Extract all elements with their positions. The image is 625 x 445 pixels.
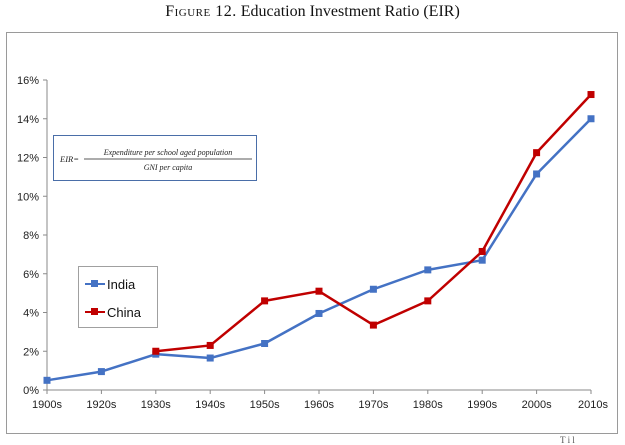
x-tick-label: 1950s [250, 399, 280, 411]
y-tick-label: 14% [17, 114, 39, 126]
data-point-china [261, 297, 269, 305]
x-tick-label: 1970s [358, 399, 388, 411]
legend-item-india: India [85, 276, 135, 292]
x-tick-label: 1940s [195, 399, 225, 411]
x-tick-label: 1930s [141, 399, 171, 411]
y-tick-label: 2% [23, 346, 39, 358]
data-point-india [587, 115, 595, 123]
y-tick-label: 0% [23, 385, 39, 397]
y-tick-label: 8% [23, 230, 39, 242]
x-tick-label: 1990s [467, 399, 497, 411]
y-axis: 0% 2% 4% 6% 8% 10% 12% 14% 16% [17, 75, 48, 397]
legend-label-china: China [107, 304, 141, 320]
x-tick-label: 1920s [86, 399, 116, 411]
data-point-india [533, 170, 541, 178]
data-point-india [261, 340, 269, 347]
x-tick-label: 2000s [522, 399, 552, 411]
legend-swatch-india [85, 278, 105, 290]
x-tick-label: 1900s [32, 399, 62, 411]
x-tick-label: 2010s [578, 399, 608, 411]
y-tick-label: 12% [17, 153, 39, 165]
data-point-china [533, 149, 541, 157]
x-axis: 1900s 1920s 1930s 1940s 1950s 1960s 1970s 1980s… [32, 389, 608, 411]
eir-formula-box: EIR= Expenditure per school aged populat… [53, 135, 257, 181]
data-point-india [369, 285, 377, 293]
legend-swatch-china [85, 306, 105, 318]
x-tick-label: 1960s [304, 399, 334, 411]
figure-title: Education Investment Ratio (EIR) [240, 3, 460, 20]
data-point-india [315, 309, 323, 317]
x-tick-label: 1980s [413, 399, 443, 411]
data-point-china [206, 341, 214, 349]
data-point-india [424, 266, 432, 274]
data-point-india [206, 354, 214, 362]
legend-item-china: China [85, 304, 141, 320]
y-tick-label: 16% [17, 75, 39, 87]
formula-denominator: GNI per capita [144, 163, 192, 172]
legend: India China [78, 266, 158, 328]
figure-label: Figure 12. [165, 3, 237, 20]
data-point-china [478, 247, 486, 255]
data-point-china [587, 91, 595, 99]
series-line-china [155, 93, 592, 353]
data-point-india [43, 376, 51, 384]
data-point-china [315, 287, 323, 295]
data-point-china [369, 321, 377, 329]
y-tick-label: 10% [17, 191, 39, 203]
data-point-india [97, 368, 105, 376]
data-point-china [152, 347, 160, 355]
footer-text-fragment: T i l [560, 435, 575, 445]
data-point-china [424, 297, 432, 305]
y-tick-label: 4% [23, 308, 39, 320]
y-tick-label: 6% [23, 269, 39, 281]
formula-numerator: Expenditure per school aged population [103, 148, 233, 157]
figure-caption: Figure 12. Education Investment Ratio (E… [0, 3, 625, 21]
formula-lhs: EIR= [59, 154, 79, 164]
chart-frame [6, 32, 618, 434]
legend-label-india: India [107, 276, 136, 292]
series-layer [43, 91, 595, 384]
data-point-india [478, 256, 486, 264]
